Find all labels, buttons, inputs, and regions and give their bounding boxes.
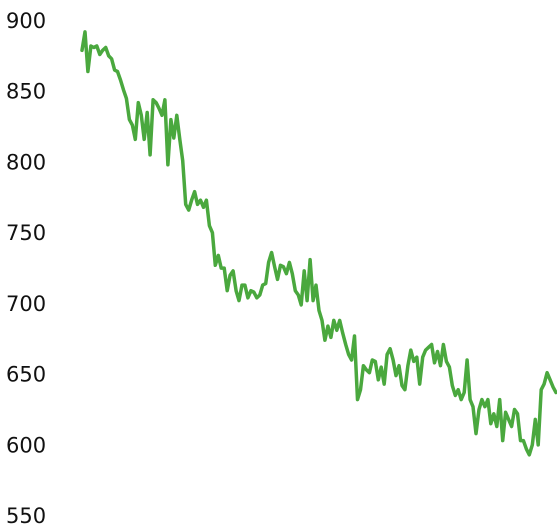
y-tick-label: 700 xyxy=(6,292,46,316)
y-tick-label: 850 xyxy=(6,80,46,104)
y-tick-label: 750 xyxy=(6,221,46,245)
y-tick-label: 650 xyxy=(6,363,46,387)
line xyxy=(80,30,557,457)
y-tick-label: 800 xyxy=(6,150,46,174)
y-tick-label: 550 xyxy=(6,504,46,527)
y-tick-label: 600 xyxy=(6,433,46,457)
y-tick-label: 900 xyxy=(6,9,46,33)
